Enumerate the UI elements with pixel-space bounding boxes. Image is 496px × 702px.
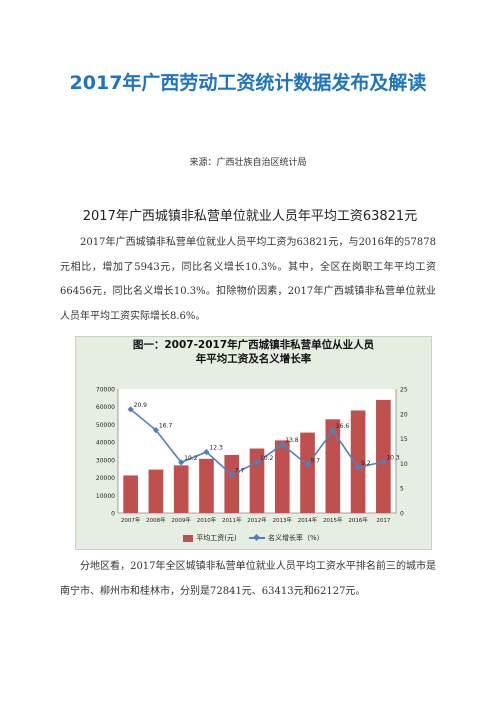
growth-data-label: 20.9 (134, 402, 148, 409)
right-tick-label: 15 (400, 436, 408, 443)
growth-point (203, 448, 210, 456)
right-tick-label: 10 (400, 461, 408, 468)
bar (350, 410, 366, 513)
growth-point (329, 427, 336, 434)
chart-title-line-2: 年平均工资及名义增长率 (195, 353, 312, 365)
x-tick-label: 2013年 (273, 516, 293, 524)
legend-bar-swatch (183, 534, 194, 542)
legend-bar-label: 平均工资(元) (196, 534, 237, 542)
source-line: 来源：广西壮族自治区统计局 (189, 158, 307, 168)
bar (123, 475, 138, 513)
growth-point (228, 471, 235, 478)
left-tick-label: 40000 (96, 440, 115, 447)
wage-chart: 0 10000 20000 30000 40000 50000 60000 70000 0 5 10… (75, 336, 432, 550)
x-tick-label: 2007年 (121, 516, 141, 524)
x-tick-label: 2009年 (171, 516, 191, 524)
paragraph-text: 2017年广西城镇非私营单位就业人员平均工资为63821元，与2016年的578… (60, 237, 436, 322)
right-tick-label: 5 (400, 486, 404, 493)
chart-canvas: 0 10000 20000 30000 40000 50000 60000 70000 0 5 10… (96, 387, 408, 525)
bar (325, 419, 341, 513)
growth-point (152, 427, 160, 434)
x-tick-label: 2011年 (222, 516, 242, 524)
bar (224, 454, 240, 513)
growth-data-label: 7.7 (235, 467, 245, 474)
growth-data-label: 16.6 (336, 423, 350, 430)
left-tick-label: 0 (111, 511, 115, 518)
left-tick-label: 50000 (96, 422, 115, 429)
growth-data-label: 13.8 (285, 437, 299, 444)
left-tick-label: 70000 (96, 387, 115, 394)
x-tick-label: 2008年 (146, 516, 166, 524)
legend-line-swatch (249, 537, 266, 539)
growth-data-label: 10.2 (184, 455, 198, 462)
right-tick-label: 0 (400, 511, 404, 518)
x-tick-label: 2017 (376, 518, 390, 524)
growth-data-label: 16.7 (159, 423, 173, 430)
left-tick-label: 30000 (96, 457, 115, 464)
growth-data-label: 10.2 (260, 455, 274, 462)
left-tick-label: 10000 (96, 493, 115, 500)
x-tick-label: 2016年 (348, 516, 368, 524)
bar (173, 465, 189, 513)
paragraph-regions: 分地区看，2017年全区城镇非私营单位就业人员平均工资水平排名前三的城市是南宁市… (60, 555, 436, 604)
bar (199, 458, 214, 513)
right-tick-label: 25 (400, 387, 408, 394)
growth-data-label: 9.7 (311, 457, 321, 464)
paragraph-text: 分地区看，2017年全区城镇非私营单位就业人员平均工资水平排名前三的城市是南宁市… (60, 561, 436, 597)
x-tick-label: 2012年 (247, 516, 267, 524)
left-tick-label: 60000 (96, 404, 115, 411)
bar (148, 469, 164, 513)
growth-data-label: 9.2 (361, 460, 371, 467)
bar (376, 399, 391, 513)
growth-data-label: 12.3 (209, 444, 223, 451)
chart-title: 图一：2007-2017年广西城镇非私营单位从业人员 年平均工资及名义增长率 (76, 338, 431, 366)
section-heading: 2017年广西城镇非私营单位就业人员年平均工资63821元 (82, 209, 418, 224)
left-tick-label: 20000 (96, 475, 115, 482)
paragraph-wages: 2017年广西城镇非私营单位就业人员平均工资为63821元，与2016年的578… (60, 231, 436, 329)
bar (274, 440, 290, 513)
x-tick-label: 2010年 (197, 516, 217, 524)
legend-line-label: 名义增长率（%） (268, 534, 324, 542)
page-title: 2017年广西劳动工资统计数据发布及解读 (69, 72, 427, 94)
bar (300, 432, 315, 513)
x-tick-label: 2015年 (323, 516, 343, 524)
growth-data-label: 10.3 (386, 454, 400, 461)
x-tick-label: 2014年 (298, 516, 318, 524)
chart-title-line-1: 图一：2007-2017年广西城镇非私营单位从业人员 (132, 339, 375, 351)
right-tick-label: 20 (400, 411, 408, 418)
chart-legend: 平均工资(元) 名义增长率（%） (76, 533, 431, 543)
